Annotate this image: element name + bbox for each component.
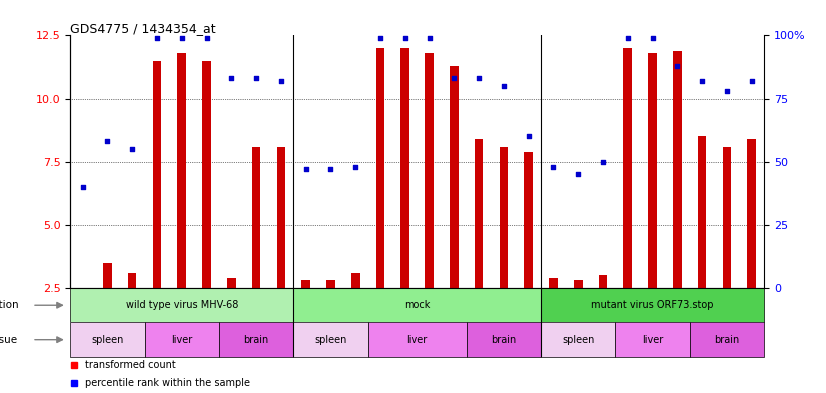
Bar (368, 323, 467, 357)
Point (126, 146, 139, 152)
Point (150, 35, 164, 41)
Bar (293, 288, 541, 323)
Bar (227, 278, 235, 288)
Bar (624, 48, 632, 288)
Text: brain: brain (491, 335, 516, 345)
Point (472, 75, 486, 81)
Bar (178, 53, 186, 288)
Bar (351, 273, 359, 288)
Bar (103, 263, 112, 288)
Bar (574, 281, 582, 288)
Point (423, 35, 436, 41)
Text: percentile rank within the sample: percentile rank within the sample (85, 378, 250, 387)
Bar (475, 139, 483, 288)
Bar (615, 323, 690, 357)
Text: spleen: spleen (562, 335, 595, 345)
Bar (219, 323, 293, 357)
Bar (252, 147, 260, 288)
Text: mutant virus ORF73.stop: mutant virus ORF73.stop (591, 300, 714, 310)
Bar (690, 323, 764, 357)
Bar (467, 323, 541, 357)
Point (695, 78, 709, 84)
Bar (723, 147, 731, 288)
Bar (541, 323, 615, 357)
Text: transformed count: transformed count (85, 360, 176, 370)
Point (621, 35, 634, 41)
Point (398, 35, 411, 41)
Point (200, 35, 213, 41)
Bar (698, 136, 706, 288)
Text: spleen: spleen (314, 335, 347, 345)
Point (497, 83, 510, 89)
Text: liver: liver (171, 335, 192, 345)
Bar (599, 275, 607, 288)
Bar (326, 281, 335, 288)
Point (720, 88, 733, 94)
Bar (549, 278, 558, 288)
Point (225, 75, 238, 81)
Bar (401, 48, 409, 288)
Text: liver: liver (406, 335, 428, 345)
Text: spleen: spleen (91, 335, 124, 345)
Point (349, 163, 362, 170)
Bar (153, 61, 161, 288)
Point (671, 62, 684, 69)
Bar (70, 288, 293, 323)
Bar (500, 147, 508, 288)
Bar (293, 323, 368, 357)
Point (299, 166, 312, 173)
Point (101, 138, 114, 145)
Point (522, 133, 535, 140)
Bar (376, 48, 384, 288)
Bar (277, 147, 285, 288)
Bar (450, 66, 458, 288)
Text: tissue: tissue (0, 335, 18, 345)
Point (373, 35, 387, 41)
Bar (425, 53, 434, 288)
Text: GDS4775 / 1434354_at: GDS4775 / 1434354_at (70, 22, 216, 35)
Text: brain: brain (714, 335, 739, 345)
Bar (673, 51, 681, 288)
Text: mock: mock (404, 300, 430, 310)
Bar (301, 281, 310, 288)
Bar (202, 61, 211, 288)
Point (175, 35, 188, 41)
Point (646, 35, 659, 41)
Point (572, 171, 585, 178)
Point (274, 78, 287, 84)
Point (76, 184, 89, 190)
Text: wild type virus MHV-68: wild type virus MHV-68 (126, 300, 238, 310)
Bar (541, 288, 764, 323)
Text: infection: infection (0, 300, 18, 310)
Bar (648, 53, 657, 288)
Text: brain: brain (244, 335, 268, 345)
Point (596, 158, 610, 165)
Point (745, 78, 758, 84)
Text: liver: liver (642, 335, 663, 345)
Bar (70, 323, 145, 357)
Point (448, 75, 461, 81)
Point (547, 163, 560, 170)
Point (249, 75, 263, 81)
Bar (128, 273, 136, 288)
Bar (145, 323, 219, 357)
Bar (525, 152, 533, 288)
Bar (748, 139, 756, 288)
Point (324, 166, 337, 173)
